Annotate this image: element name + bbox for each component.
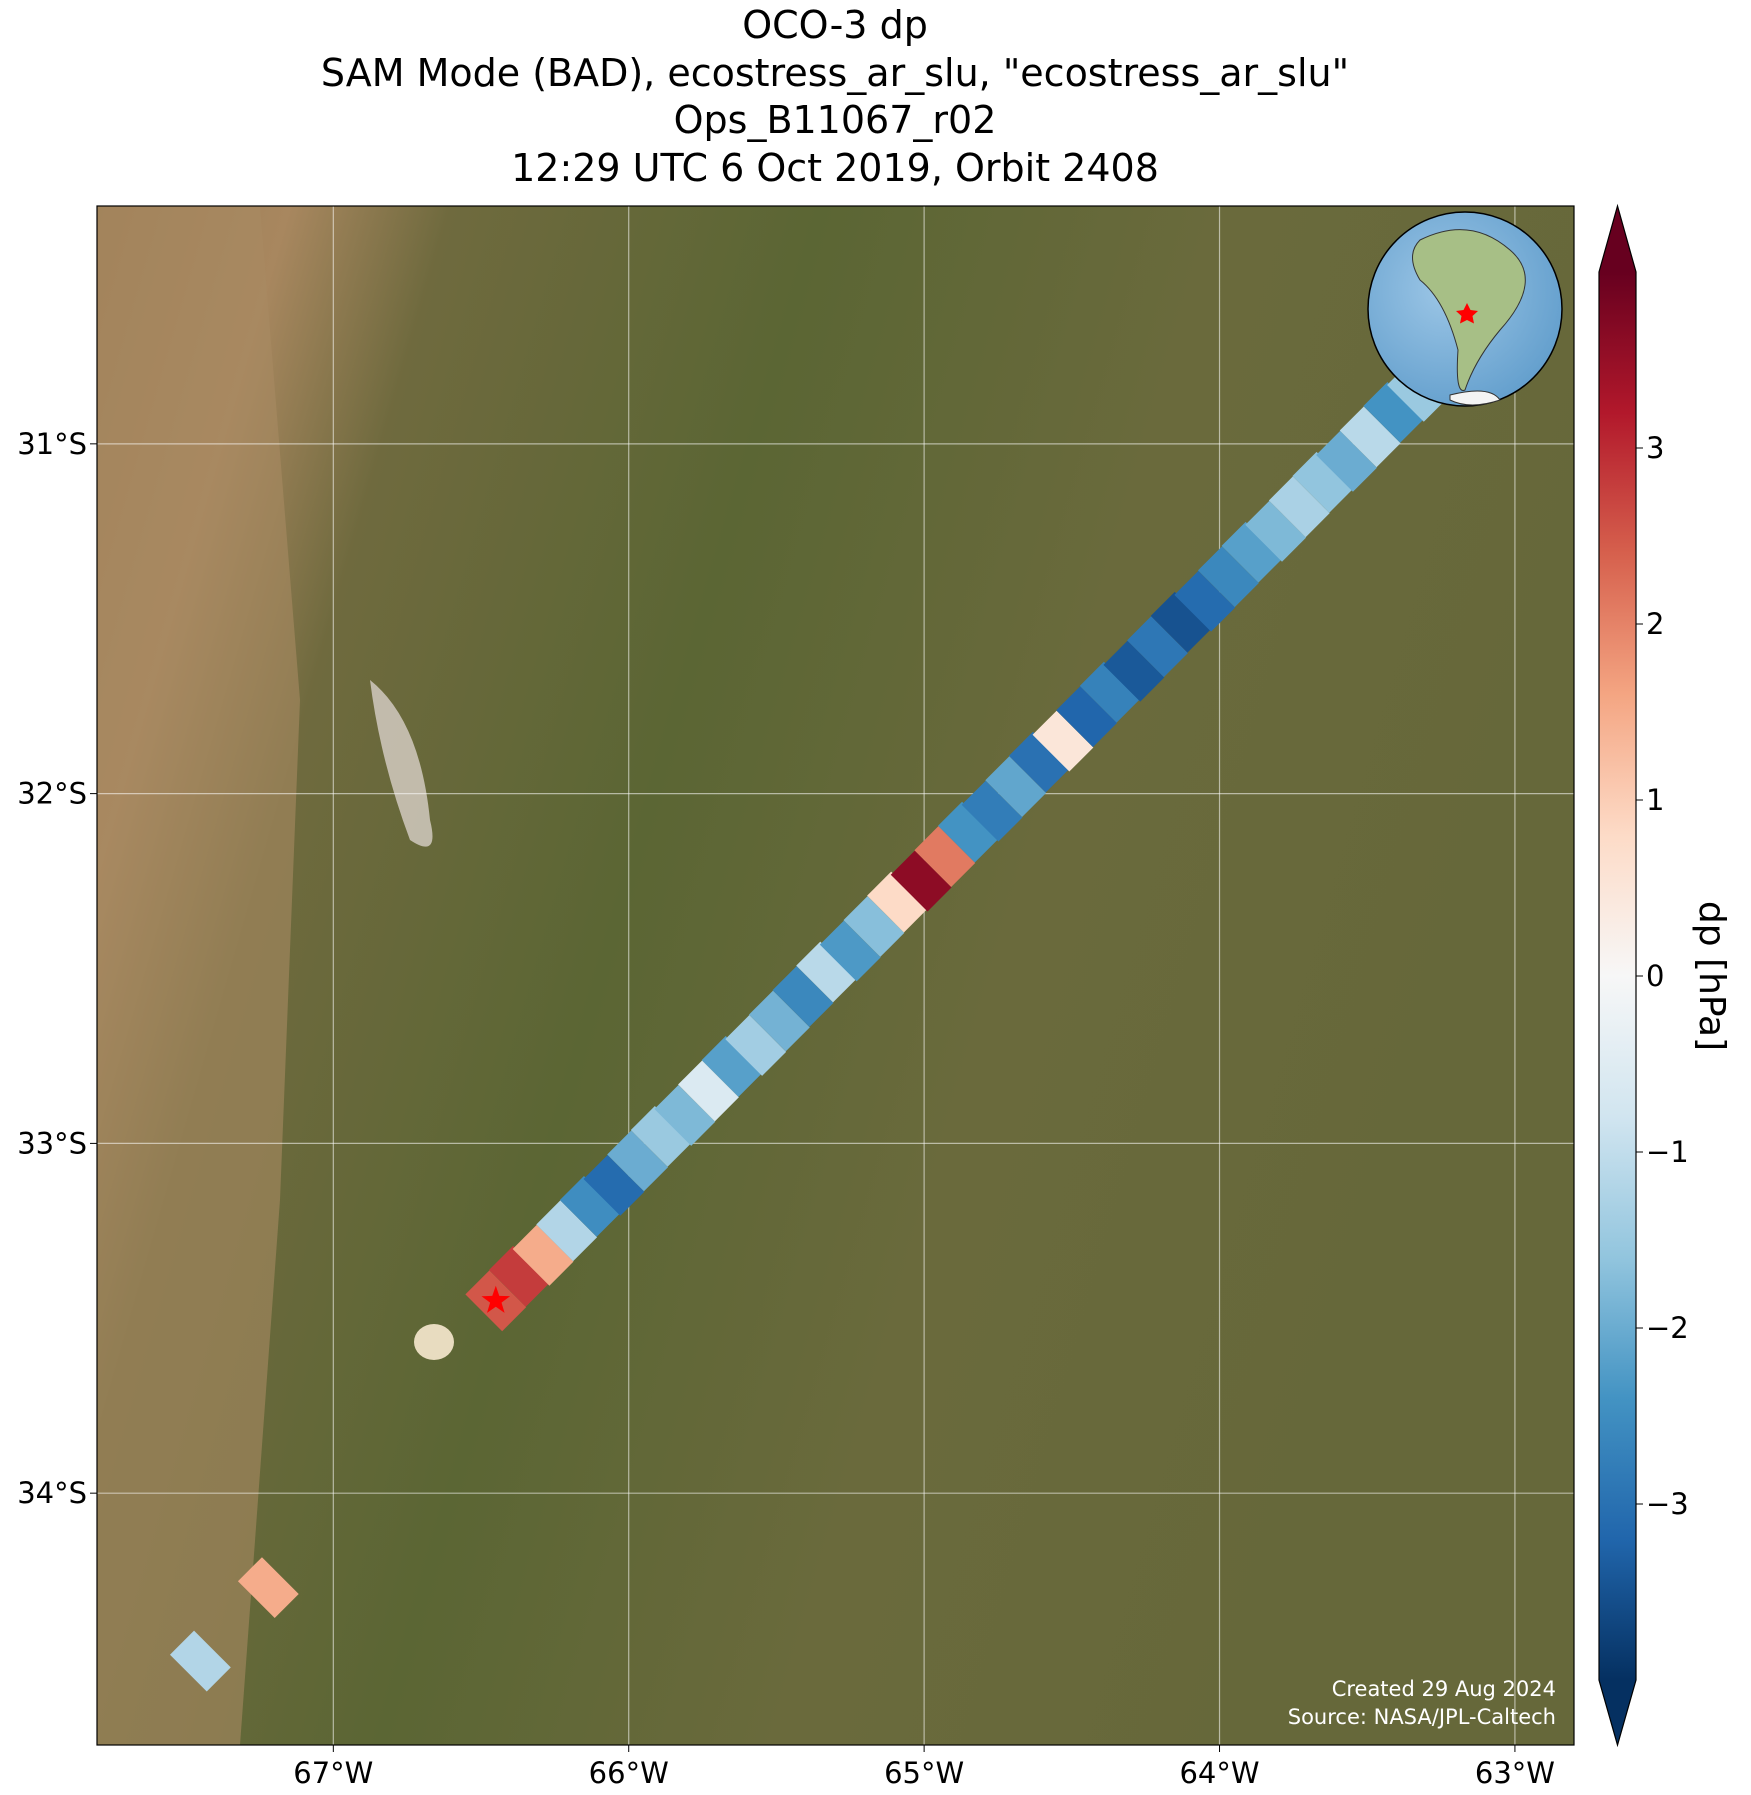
sounding [796, 941, 858, 1003]
colorbar-label: dp [hPa] [1691, 901, 1732, 1051]
sounding [1292, 451, 1354, 513]
lake [414, 1324, 454, 1360]
sounding [169, 1630, 231, 1692]
sounding [654, 1085, 716, 1146]
colorbar [1599, 272, 1636, 1680]
x-tick-label: 66°W [589, 1756, 669, 1790]
colorbar-tick-label: −2 [1646, 1311, 1689, 1345]
globe-star [1456, 303, 1478, 324]
sounding [1268, 476, 1330, 538]
title-line: OCO-3 dp [742, 3, 928, 47]
y-tick-label: 32°S [17, 777, 87, 811]
sounding [1008, 731, 1070, 793]
sounding [512, 1224, 574, 1286]
map-frame [96, 205, 1575, 1746]
sounding [914, 826, 976, 887]
colorbar-tick-label: −3 [1646, 1487, 1689, 1521]
y-tick-label: 33°S [17, 1126, 87, 1160]
sounding [536, 1200, 598, 1262]
sounding [630, 1105, 692, 1167]
sounding [1079, 661, 1141, 723]
sounding [701, 1036, 763, 1097]
sounding [867, 871, 928, 933]
sounding [489, 1245, 550, 1307]
title-line: 12:29 UTC 6 Oct 2019, Orbit 2408 [511, 146, 1159, 190]
sounding [237, 1557, 299, 1619]
sounding [1339, 406, 1401, 468]
sounding [1363, 381, 1425, 443]
sounding [843, 896, 905, 957]
title-line: SAM Mode (BAD), ecostress_ar_slu, "ecost… [321, 51, 1349, 95]
colorbar-frame [1598, 203, 1637, 1748]
map-area [97, 206, 1574, 1745]
sounding [1150, 591, 1212, 653]
sounding [1056, 686, 1117, 748]
colorbar-tick-label: 0 [1646, 959, 1664, 993]
y-tick-label: 34°S [17, 1476, 87, 1510]
sounding [985, 756, 1047, 818]
sounding [583, 1154, 645, 1216]
colorbar-tick-label: 3 [1646, 431, 1664, 465]
sounding [938, 801, 999, 863]
sounding [1103, 640, 1165, 702]
sounding [1245, 500, 1307, 562]
salt-flat [370, 680, 433, 847]
x-tick-label: 63°W [1475, 1756, 1555, 1790]
y-tick-label: 31°S [17, 427, 87, 461]
terrain [97, 206, 300, 1745]
sounding [1127, 616, 1188, 678]
sounding [961, 780, 1023, 842]
site-marker [481, 1285, 511, 1313]
colorbar-tick-label: 2 [1646, 607, 1664, 641]
sounding [559, 1175, 621, 1237]
annotation: Created 29 Aug 2024 [1332, 1677, 1556, 1701]
sounding [1174, 570, 1236, 632]
sounding [772, 966, 834, 1027]
sounding [1316, 430, 1377, 492]
sounding [1032, 710, 1094, 772]
sounding [725, 1015, 787, 1076]
title-line: Ops_B11067_r02 [674, 98, 997, 142]
colorbar-tick-label: −1 [1646, 1135, 1689, 1169]
sounding [1221, 521, 1283, 583]
sounding [1197, 546, 1259, 608]
x-tick-label: 67°W [293, 1756, 373, 1790]
annotation: Source: NASA/JPL-Caltech [1288, 1705, 1556, 1729]
antarctica [1449, 390, 1501, 406]
sounding [890, 850, 952, 912]
sounding [678, 1060, 739, 1122]
inset-globe [1367, 211, 1563, 407]
colorbar-extend [1599, 206, 1636, 272]
sounding [607, 1130, 668, 1192]
x-tick-label: 64°W [1179, 1756, 1259, 1790]
sounding [819, 920, 881, 982]
colorbar-extend [1599, 1680, 1636, 1745]
x-tick-label: 65°W [884, 1756, 964, 1790]
sounding [748, 990, 810, 1052]
colorbar-tick-label: 1 [1646, 783, 1664, 817]
